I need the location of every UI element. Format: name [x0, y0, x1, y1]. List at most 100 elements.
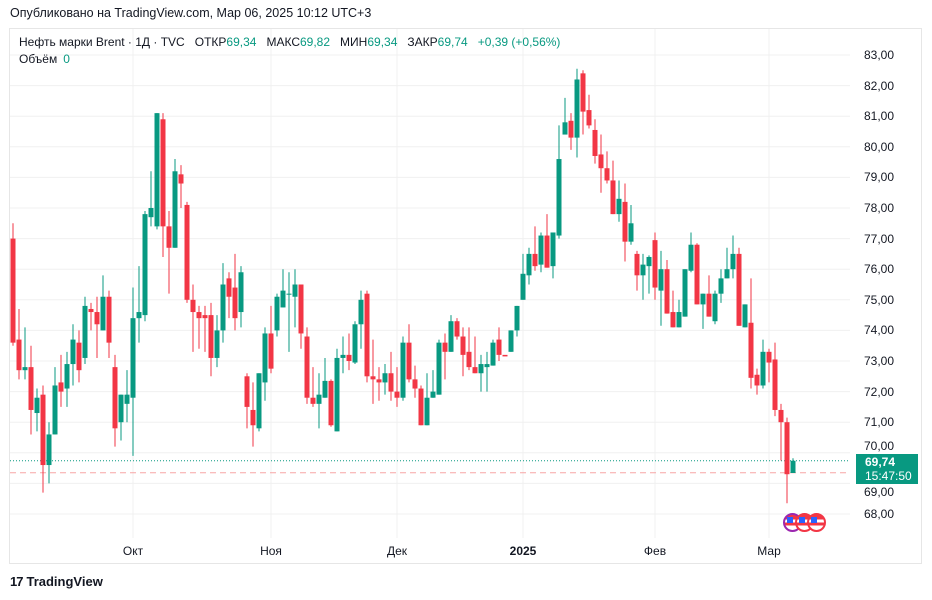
candle-body	[370, 376, 376, 380]
candle-up	[700, 293, 706, 329]
candle-body	[196, 312, 202, 319]
candle-body	[550, 232, 556, 267]
candle-down	[418, 385, 424, 426]
price-tick-label: 72,00	[864, 384, 895, 399]
candle-up	[640, 253, 646, 300]
candle-body	[472, 367, 478, 374]
price-tick-label: 74,00	[864, 323, 895, 338]
candle-down	[460, 327, 466, 377]
candle-body	[640, 264, 646, 276]
candle-body	[544, 235, 550, 268]
economic-events[interactable]	[783, 513, 826, 532]
candle-body	[244, 376, 250, 407]
candle-down	[184, 201, 190, 303]
candle-down	[586, 94, 592, 129]
candle-down	[766, 348, 772, 383]
chart-frame[interactable]	[9, 28, 922, 564]
open-value: 69,34	[226, 35, 257, 49]
candle-body	[592, 129, 598, 156]
symbol-title[interactable]: Нефть марки Brent · 1Д · TVC	[19, 35, 185, 49]
candle-down	[568, 113, 574, 150]
candle-body	[286, 293, 292, 295]
candle-body	[112, 367, 118, 429]
candle-body	[142, 214, 148, 316]
candle-down	[376, 367, 382, 401]
candle-body	[598, 154, 604, 169]
volume-value: 0	[63, 52, 70, 66]
candle-down	[304, 327, 310, 404]
candle-body	[736, 253, 742, 326]
candle-body	[688, 244, 694, 271]
grid	[10, 29, 850, 538]
price-tick-label: 79,00	[864, 170, 895, 185]
time-tick-label: 2025	[509, 544, 537, 558]
candle-up	[352, 321, 358, 365]
candle-up	[82, 296, 88, 365]
candle-up	[100, 275, 106, 331]
candles	[10, 68, 796, 504]
candle-body	[772, 359, 778, 410]
candle-up	[70, 324, 76, 386]
candle-body	[16, 339, 22, 371]
volume-legend: Объём 0	[19, 52, 70, 66]
change-value: +0,39 (+0,56%)	[477, 35, 561, 49]
candle-body	[358, 299, 364, 325]
candle-up	[688, 232, 694, 273]
candle-up	[562, 97, 568, 135]
candle-body	[706, 293, 712, 317]
candle-body	[310, 397, 316, 404]
candle-body	[562, 122, 568, 135]
low-label: МИН	[340, 35, 368, 49]
candle-body	[508, 330, 514, 352]
candle-body	[34, 397, 40, 414]
candle-body	[22, 367, 28, 371]
candle-down	[736, 247, 742, 326]
candle-body	[556, 159, 562, 236]
candle-up	[424, 373, 430, 426]
candle-body	[514, 305, 520, 331]
candle-down	[40, 385, 46, 493]
volume-label[interactable]: Объём	[19, 52, 58, 66]
candle-body	[442, 342, 448, 352]
candle-down	[190, 284, 196, 352]
candle-down	[694, 243, 700, 305]
us-flag-icon[interactable]	[807, 513, 826, 532]
candle-up	[718, 269, 724, 303]
candle-body	[652, 240, 658, 288]
candle-up	[280, 269, 286, 308]
price-tick-label: 82,00	[864, 78, 895, 93]
candle-body	[316, 394, 322, 404]
candle-body	[172, 171, 178, 248]
candle-body	[754, 374, 760, 386]
candle-body	[790, 460, 796, 473]
candle-body	[658, 269, 664, 291]
candle-up	[238, 266, 244, 328]
footer-brand[interactable]: 17 TradingView	[10, 574, 103, 589]
candle-body	[586, 110, 592, 126]
candle-body	[430, 391, 436, 398]
brand-name: TradingView	[26, 574, 103, 589]
candle-body	[262, 333, 268, 383]
candle-up	[64, 351, 70, 407]
candle-down	[388, 351, 394, 401]
candle-body	[376, 379, 382, 383]
candle-up	[550, 232, 556, 279]
candle-body	[646, 256, 652, 267]
candle-body	[250, 409, 256, 426]
candle-body	[292, 284, 298, 297]
candle-down	[706, 275, 712, 317]
time-tick-label: Окт	[122, 544, 144, 558]
candle-up	[358, 290, 364, 349]
candle-body	[340, 354, 346, 358]
candle-body	[730, 253, 736, 270]
candle-body	[712, 293, 718, 322]
candle-body	[574, 79, 580, 138]
candle-body	[76, 342, 82, 371]
candle-up	[172, 159, 178, 248]
candle-up	[574, 68, 580, 158]
candle-up	[256, 373, 262, 432]
candle-body	[208, 315, 214, 358]
price-tick-label: 75,00	[864, 292, 895, 307]
candle-up	[382, 364, 388, 395]
